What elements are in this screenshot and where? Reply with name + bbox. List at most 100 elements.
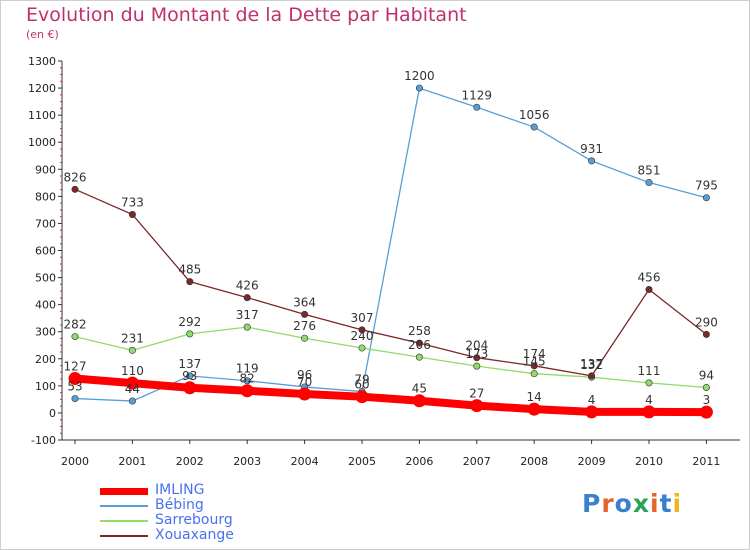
legend-swatch bbox=[100, 488, 148, 495]
data-point bbox=[186, 330, 194, 338]
data-label: 290 bbox=[695, 315, 718, 329]
data-point bbox=[645, 179, 653, 187]
data-label: 93 bbox=[182, 369, 197, 383]
data-point bbox=[186, 278, 194, 286]
data-label: 60 bbox=[354, 378, 369, 392]
data-point bbox=[642, 405, 656, 419]
proxiti-logo: Proxiti bbox=[582, 489, 682, 518]
data-label: 174 bbox=[523, 347, 546, 361]
x-tick-label: 2006 bbox=[405, 455, 433, 468]
logo-letter: i bbox=[672, 489, 683, 518]
y-tick-label: 200 bbox=[35, 353, 56, 366]
data-label: 53 bbox=[67, 380, 82, 394]
data-label: 145 bbox=[523, 355, 546, 369]
data-point bbox=[128, 210, 136, 218]
y-tick-label: 1200 bbox=[28, 82, 56, 95]
x-tick-label: 2011 bbox=[692, 455, 720, 468]
data-label: 137 bbox=[178, 357, 201, 371]
x-tick-label: 2005 bbox=[348, 455, 376, 468]
y-tick-label: 400 bbox=[35, 299, 56, 312]
data-point bbox=[301, 334, 309, 342]
chart-legend: IMLING Bébing Sarrebourg Xouaxange bbox=[100, 482, 300, 544]
data-label: 206 bbox=[408, 338, 431, 352]
data-point bbox=[585, 405, 599, 419]
data-label: 44 bbox=[125, 382, 140, 396]
series-line-imling bbox=[71, 374, 711, 417]
y-tick-label: 300 bbox=[35, 326, 56, 339]
data-label: 45 bbox=[412, 382, 427, 396]
data-point bbox=[702, 383, 710, 391]
data-point bbox=[71, 185, 79, 193]
data-label: 292 bbox=[178, 315, 201, 329]
legend-swatch bbox=[100, 535, 148, 537]
data-point bbox=[530, 370, 538, 378]
y-tick-label: 700 bbox=[35, 217, 56, 230]
data-point bbox=[645, 285, 653, 293]
data-label: 1129 bbox=[462, 88, 493, 102]
data-label: 14 bbox=[527, 390, 542, 404]
y-tick-label: 1000 bbox=[28, 136, 56, 149]
data-point bbox=[527, 402, 541, 416]
data-point bbox=[702, 330, 710, 338]
data-label: 132 bbox=[580, 358, 603, 372]
y-tick-label: 800 bbox=[35, 190, 56, 203]
data-point bbox=[183, 381, 197, 395]
data-point bbox=[125, 376, 139, 390]
data-label: 485 bbox=[178, 263, 201, 277]
data-point bbox=[71, 395, 79, 403]
x-tick-label: 2009 bbox=[578, 455, 606, 468]
data-label: 27 bbox=[469, 387, 484, 401]
data-label: 4 bbox=[588, 393, 596, 407]
data-label: 111 bbox=[638, 364, 661, 378]
x-tick-label: 2010 bbox=[635, 455, 663, 468]
data-point bbox=[415, 353, 423, 361]
y-tick-label: 1300 bbox=[28, 55, 56, 68]
data-point bbox=[128, 397, 136, 405]
legend-swatch bbox=[100, 520, 148, 522]
data-point bbox=[68, 372, 82, 386]
data-point bbox=[473, 362, 481, 370]
data-point bbox=[530, 362, 538, 370]
y-tick-label: 0 bbox=[49, 407, 56, 420]
data-label: 240 bbox=[351, 329, 374, 343]
series-line-sarrebourg bbox=[74, 326, 708, 389]
data-point bbox=[355, 390, 369, 404]
data-point bbox=[645, 379, 653, 387]
legend-label: Bébing bbox=[155, 497, 204, 513]
data-point bbox=[71, 333, 79, 341]
logo-letter: i bbox=[650, 489, 660, 518]
data-point bbox=[243, 323, 251, 331]
data-label: 276 bbox=[293, 319, 316, 333]
data-label: 3 bbox=[703, 393, 711, 407]
data-label: 204 bbox=[465, 339, 488, 353]
chart-title: Evolution du Montant de la Dette par Hab… bbox=[26, 4, 467, 26]
y-tick-label: -100 bbox=[31, 434, 56, 447]
data-label: 733 bbox=[121, 195, 144, 209]
data-point bbox=[243, 294, 251, 302]
data-point bbox=[128, 346, 136, 354]
data-label: 4 bbox=[645, 393, 653, 407]
data-point bbox=[415, 339, 423, 347]
data-point bbox=[699, 405, 713, 419]
chart-subtitle: (en €) bbox=[26, 28, 59, 41]
data-label: 282 bbox=[64, 318, 87, 332]
x-tick-label: 2004 bbox=[291, 455, 319, 468]
data-point bbox=[301, 310, 309, 318]
x-tick-label: 2003 bbox=[233, 455, 261, 468]
x-tick-label: 2000 bbox=[61, 455, 89, 468]
data-label: 456 bbox=[638, 270, 661, 284]
data-label: 851 bbox=[638, 164, 661, 178]
data-point bbox=[412, 394, 426, 408]
data-point bbox=[702, 194, 710, 202]
logo-letter: r bbox=[601, 489, 615, 518]
data-label: 317 bbox=[236, 308, 259, 322]
data-label: 82 bbox=[240, 372, 255, 386]
data-point bbox=[358, 344, 366, 352]
data-point bbox=[243, 377, 251, 385]
data-point bbox=[470, 399, 484, 413]
x-tick-label: 2001 bbox=[118, 455, 146, 468]
logo-letter: P bbox=[582, 489, 602, 518]
data-label: 795 bbox=[695, 179, 718, 193]
data-point bbox=[473, 354, 481, 362]
